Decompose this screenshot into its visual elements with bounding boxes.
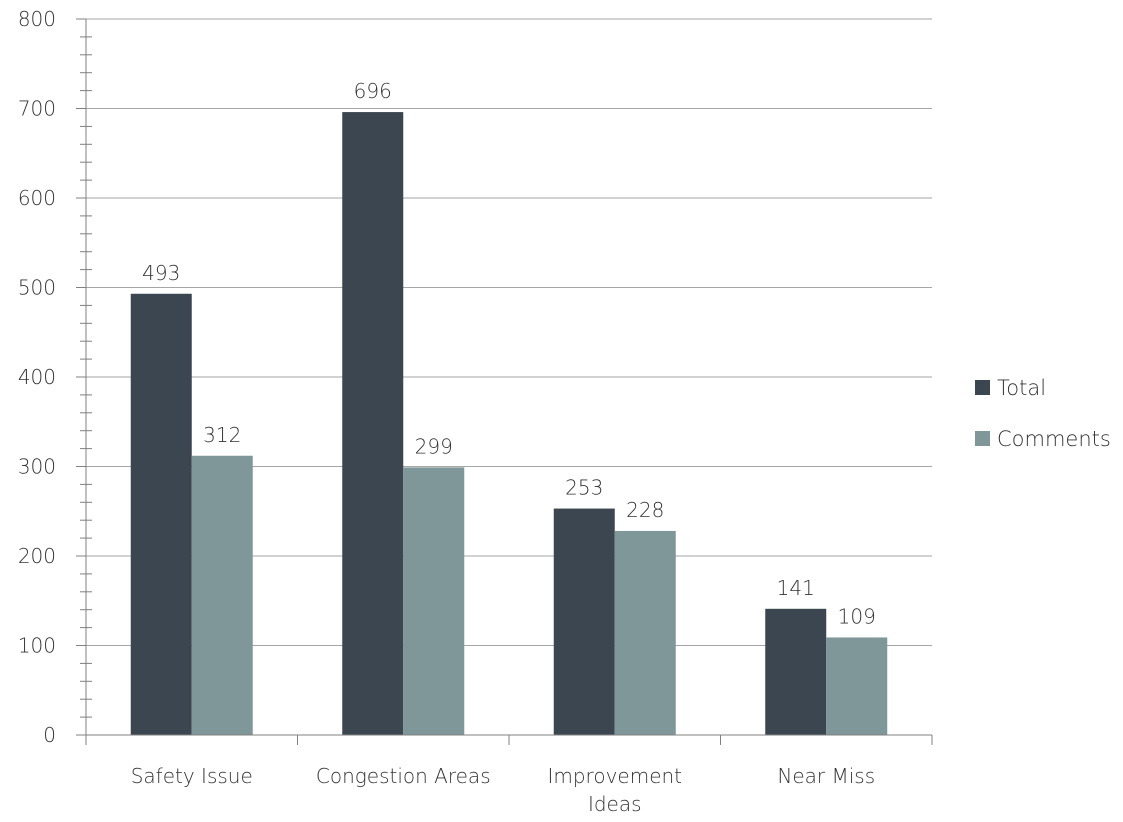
- legend-label-comments: Comments: [997, 427, 1111, 451]
- data-label-total-1: 696: [354, 79, 392, 103]
- data-label-comments-1: 299: [415, 434, 453, 458]
- data-label-total-0: 493: [142, 261, 180, 285]
- legend-label-total: Total: [997, 376, 1046, 400]
- y-tick-label-800: 800: [18, 7, 56, 31]
- data-label-comments-2: 228: [626, 498, 664, 522]
- bar-total-1: [342, 112, 404, 735]
- axes: [76, 18, 933, 745]
- x-category-line-0-0: Safety Issue: [131, 764, 253, 788]
- x-category-line-2-0: Improvement: [547, 764, 682, 788]
- bars: [130, 112, 888, 735]
- data-label-total-3: 141: [777, 576, 815, 600]
- data-label-comments-3: 109: [838, 604, 876, 628]
- bar-total-0: [130, 293, 192, 735]
- data-label-comments-0: 312: [203, 423, 241, 447]
- bar-comments-3: [826, 637, 888, 735]
- legend-swatch-total: [975, 380, 990, 395]
- legend-swatch-comments: [975, 431, 990, 446]
- labels: 493 312 696 299 253 228 141 109 0 100 200 300 400 500…: [18, 7, 876, 816]
- y-tick-label-100: 100: [18, 634, 56, 658]
- data-label-total-2: 253: [565, 476, 603, 500]
- x-category-line-3-0: Near Miss: [777, 764, 875, 788]
- x-category-line-2-1: Ideas: [588, 792, 642, 816]
- x-category-label-2: Improvement Ideas: [547, 764, 682, 816]
- y-tick-label-0: 0: [43, 723, 56, 747]
- bar-comments-0: [191, 455, 253, 735]
- x-category-label-1: Congestion Areas: [316, 764, 491, 788]
- y-tick-label-400: 400: [18, 365, 56, 389]
- bar-total-2: [553, 508, 615, 735]
- y-tick-label-500: 500: [18, 276, 56, 300]
- y-tick-label-200: 200: [18, 544, 56, 568]
- x-category-label-0: Safety Issue: [131, 764, 253, 788]
- y-tick-label-600: 600: [18, 186, 56, 210]
- bar-comments-1: [403, 467, 465, 735]
- x-category-label-3: Near Miss: [777, 764, 875, 788]
- y-tick-label-300: 300: [18, 455, 56, 479]
- y-tick-label-700: 700: [18, 97, 56, 121]
- bar-comments-2: [614, 530, 676, 735]
- bar-total-3: [765, 608, 827, 735]
- legend: Total Comments: [975, 376, 1111, 451]
- x-category-line-1-0: Congestion Areas: [316, 764, 491, 788]
